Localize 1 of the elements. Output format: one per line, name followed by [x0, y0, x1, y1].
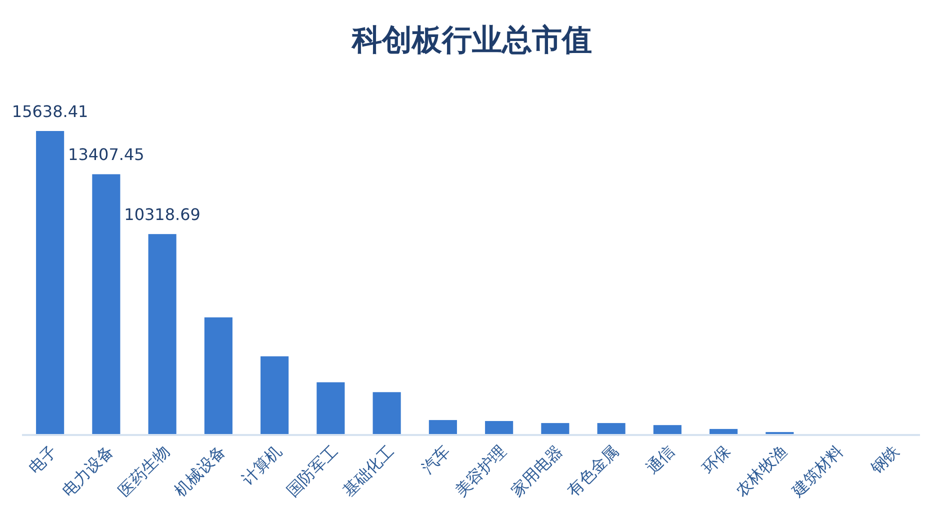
- title: 科创板行业总市值: [352, 23, 592, 58]
